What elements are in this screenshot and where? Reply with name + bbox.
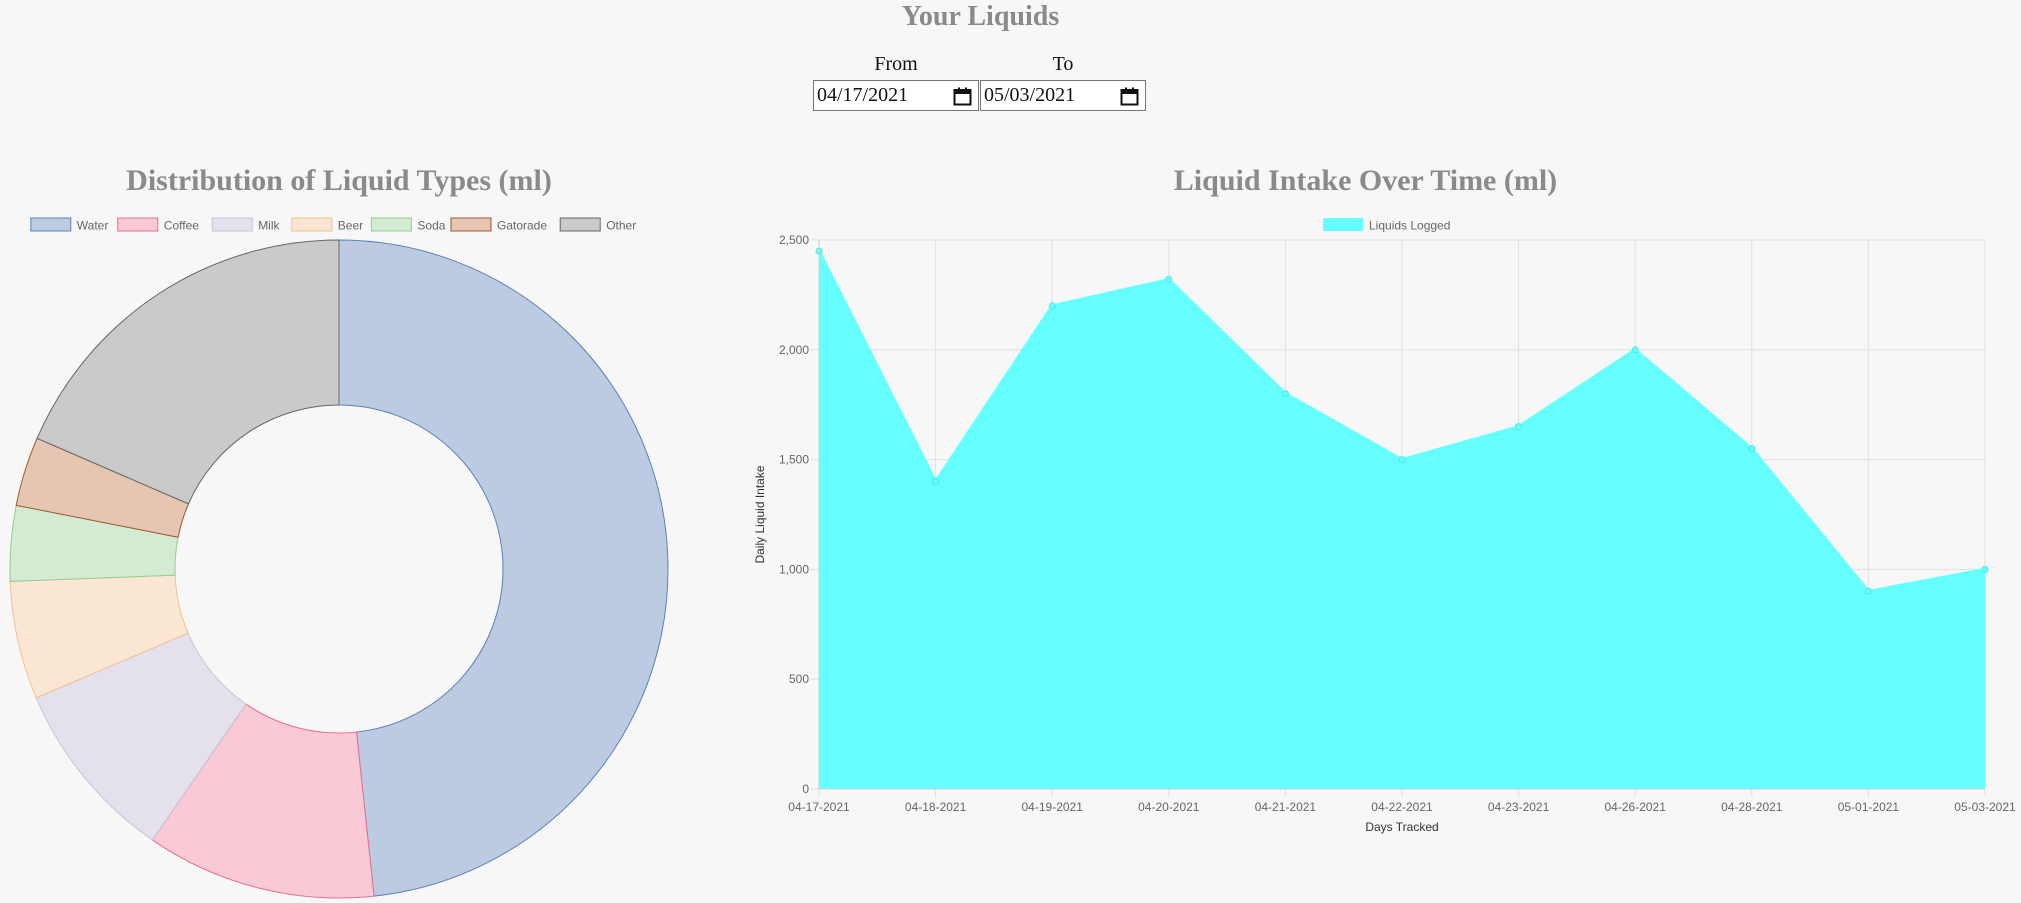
data-point[interactable]: [1864, 587, 1872, 595]
x-axis-title: Days Tracked: [1365, 820, 1438, 834]
legend-swatch-water: [30, 217, 72, 232]
legend-item-coffee[interactable]: Coffee: [117, 217, 199, 233]
x-tick-label: 04-22-2021: [1371, 800, 1433, 814]
calendar-icon[interactable]: [1120, 87, 1139, 106]
legend-label: Water: [77, 219, 109, 233]
legend-label: Gatorade: [497, 219, 547, 233]
series-area-liquids-logged: [819, 250, 1985, 790]
liquid-types-doughnut-chart: Water Coffee Milk Beer Soda Gatorade Other: [9, 217, 669, 899]
slice-other[interactable]: [36, 239, 340, 505]
legend-item-water[interactable]: Water: [30, 217, 109, 233]
y-tick-label: 1,000: [779, 562, 809, 576]
x-tick-label: 04-17-2021: [788, 800, 850, 814]
legend-swatch-other: [559, 217, 601, 232]
legend-swatch-milk: [211, 217, 253, 232]
data-point[interactable]: [1048, 302, 1056, 310]
legend-label: Coffee: [164, 219, 199, 233]
from-date-input[interactable]: 04/17/2021: [813, 80, 979, 111]
legend-label: Beer: [338, 219, 363, 233]
legend-swatch-liquids-logged: [1323, 218, 1363, 231]
x-tick-label: 04-21-2021: [1255, 800, 1317, 814]
data-point[interactable]: [1165, 276, 1173, 284]
x-tick-label: 04-19-2021: [1022, 800, 1084, 814]
legend-label: Liquids Logged: [1369, 219, 1450, 233]
y-tick-label: 0: [802, 782, 809, 796]
legend-item-beer[interactable]: Beer: [291, 217, 363, 233]
y-tick-label: 500: [789, 672, 809, 686]
to-date-value: 05/03/2021: [984, 84, 1076, 106]
liquid-intake-area-chart: Liquids Logged 0 500 1,000 1,500 2,000 2,500 04…: [753, 218, 2016, 834]
y-tick-label: 2,500: [779, 233, 809, 247]
area-legend[interactable]: Liquids Logged: [1323, 218, 1450, 233]
y-tick-label: 1,500: [779, 453, 809, 467]
legend-swatch-gatorade: [450, 217, 492, 232]
x-tick-label: 04-18-2021: [905, 800, 967, 814]
data-point[interactable]: [932, 478, 940, 486]
x-tick-label: 04-28-2021: [1721, 800, 1783, 814]
legend-swatch-beer: [291, 217, 333, 232]
area-chart-title: Liquid Intake Over Time (ml): [1173, 164, 1558, 197]
pie-chart-title: Distribution of Liquid Types (ml): [126, 164, 552, 197]
legend-label: Milk: [258, 219, 280, 233]
legend-item-soda[interactable]: Soda: [370, 217, 446, 233]
x-tick-label: 05-01-2021: [1838, 800, 1900, 814]
to-date-group: To 05/03/2021: [980, 50, 1146, 111]
data-point[interactable]: [1515, 423, 1523, 431]
legend-item-other[interactable]: Other: [559, 217, 636, 233]
x-tick-label: 04-20-2021: [1138, 800, 1200, 814]
data-point[interactable]: [1631, 346, 1639, 354]
to-label: To: [1052, 53, 1074, 75]
y-axis-title: Daily Liquid Intake: [753, 465, 767, 563]
data-point[interactable]: [1281, 390, 1289, 398]
data-point[interactable]: [1981, 565, 1989, 573]
slice-coffee[interactable]: [151, 703, 375, 899]
legend-swatch-soda: [370, 217, 412, 232]
y-tick-label: 2,000: [779, 343, 809, 357]
legend-swatch-coffee: [117, 217, 159, 232]
x-tick-label: 04-23-2021: [1488, 800, 1550, 814]
legend-label: Soda: [417, 219, 445, 233]
pie-legend: Water Coffee Milk Beer Soda Gatorade Other: [30, 217, 636, 233]
slice-water[interactable]: [338, 239, 669, 897]
x-tick-label: 05-03-2021: [1954, 800, 2016, 814]
from-date-value: 04/17/2021: [817, 84, 909, 106]
calendar-icon[interactable]: [953, 87, 972, 106]
data-point[interactable]: [1748, 445, 1756, 453]
from-date-group: From 04/17/2021: [813, 50, 979, 111]
from-label: From: [874, 53, 918, 75]
legend-label: Other: [606, 219, 636, 233]
legend-item-milk[interactable]: Milk: [211, 217, 281, 233]
x-tick-label: 04-26-2021: [1605, 800, 1667, 814]
data-point[interactable]: [1398, 456, 1406, 464]
page-title: Your Liquids: [901, 1, 1060, 32]
to-date-input[interactable]: 05/03/2021: [980, 80, 1146, 111]
legend-item-gatorade[interactable]: Gatorade: [450, 217, 547, 233]
